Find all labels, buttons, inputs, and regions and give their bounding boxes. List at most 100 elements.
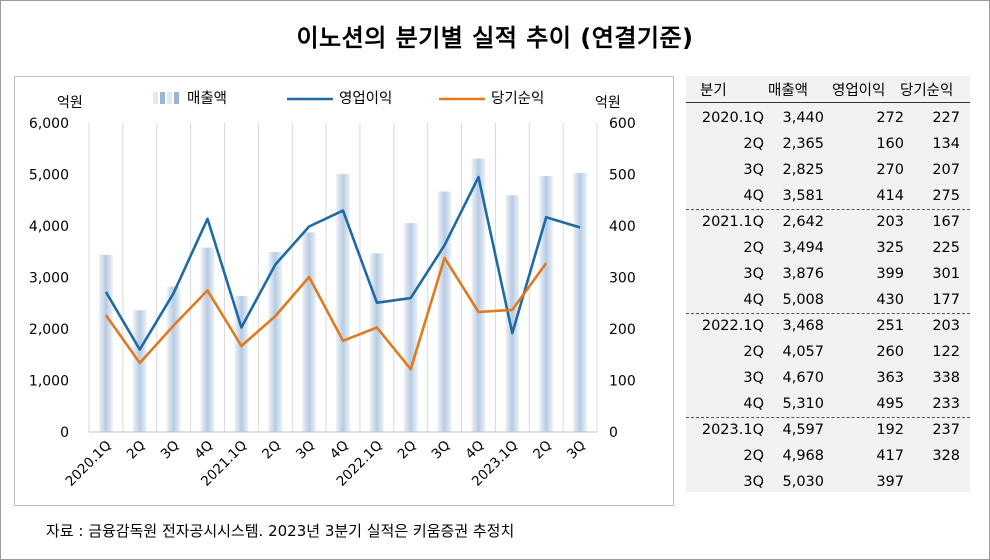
cell-operating-profit: 495 (876, 396, 904, 412)
cell-net-profit: 203 (932, 318, 960, 334)
revenue-bar (471, 158, 486, 432)
cell-quarter: 2020.1Q (701, 110, 764, 126)
right-tick-label: 600 (609, 116, 636, 132)
cell-quarter: 2Q (743, 136, 764, 152)
cell-operating-profit: 260 (876, 344, 904, 360)
cell-revenue: 5,310 (782, 396, 824, 412)
category-label: 4Q (191, 438, 216, 463)
cell-operating-profit: 363 (876, 370, 904, 386)
table-row: 2Q 4,057 260 122 (686, 340, 970, 366)
cell-operating-profit: 414 (876, 188, 904, 204)
cell-quarter: 2021.1Q (701, 214, 764, 230)
cell-net-profit: 225 (932, 240, 960, 256)
source-footnote: 자료 : 금융감독원 전자공시시스템. 2023년 3분기 실적은 키움증권 추… (46, 522, 515, 540)
cell-net-profit: 275 (932, 188, 960, 204)
revenue-bar (437, 191, 452, 432)
revenue-bar (505, 195, 520, 432)
cell-net-profit: 233 (932, 396, 960, 412)
category-label: 4Q (327, 438, 352, 463)
right-axis-unit: 억원 (595, 95, 621, 111)
combo-chart: 0 1,000 2,000 3,000 4,000 5,000 6,000 0 100 200 30… (29, 90, 636, 490)
chart-area: 0 1,000 2,000 3,000 4,000 5,000 6,000 0 100 200 30… (14, 76, 674, 506)
cell-quarter: 2022.1Q (701, 318, 764, 334)
profit-lines (104, 175, 581, 371)
cell-net-profit: 237 (932, 422, 960, 438)
left-tick-label: 2,000 (29, 322, 69, 338)
cell-operating-profit: 272 (876, 110, 904, 126)
table-row: 3Q 5,030 397 (686, 470, 970, 496)
cell-revenue: 4,057 (782, 344, 824, 360)
legend-swatch-bar (153, 92, 158, 104)
header-operating-profit: 영업이익 (832, 83, 886, 99)
left-tick-label: 1,000 (29, 374, 69, 390)
right-tick-label: 0 (609, 425, 618, 441)
cell-revenue: 3,440 (782, 110, 824, 126)
left-tick-label: 5,000 (29, 168, 69, 184)
gridlines (88, 123, 598, 432)
cell-quarter: 2023.1Q (701, 422, 764, 438)
cell-quarter: 2Q (743, 344, 764, 360)
revenue-bar (234, 295, 249, 432)
cell-operating-profit: 270 (876, 162, 904, 178)
legend-swatch-bar (167, 92, 172, 104)
revenue-bar (302, 232, 317, 432)
table-row: 4Q 5,008 430 177 (686, 288, 970, 314)
left-axis-unit: 억원 (57, 95, 83, 111)
right-tick-label: 300 (609, 271, 636, 287)
cell-revenue: 3,494 (782, 240, 824, 256)
left-tick-label: 4,000 (29, 219, 69, 235)
cell-net-profit: 338 (932, 370, 960, 386)
table-row: 2023.1Q 4,597 192 237 (686, 418, 970, 444)
cell-quarter: 2Q (743, 240, 764, 256)
revenue-bar (336, 174, 350, 432)
table-row: 4Q 5,310 495 233 (686, 392, 970, 418)
cell-operating-profit: 192 (876, 422, 904, 438)
legend-item-net-profit: 당기순익 (439, 90, 544, 107)
legend-swatch-bar (160, 92, 165, 104)
category-label: 2Q (395, 438, 420, 463)
legend-item-revenue: 매출액 (153, 90, 227, 107)
cell-operating-profit: 417 (876, 448, 904, 464)
legend-swatch-bar (174, 92, 179, 104)
category-label: 3Q (564, 438, 589, 463)
cell-revenue: 3,468 (782, 318, 824, 334)
right-tick-label: 500 (609, 168, 636, 184)
table-row: 2020.1Q 3,440 272 227 (686, 106, 970, 132)
legend-label-operating-profit: 영업이익 (339, 90, 392, 107)
cell-operating-profit: 399 (876, 266, 904, 282)
right-tick-label: 100 (609, 374, 636, 390)
legend-label-net-profit: 당기순익 (491, 90, 544, 107)
cell-net-profit: 227 (932, 110, 960, 126)
operating-profit-line (104, 175, 581, 351)
data-table: 분기 매출액 영업이익 당기순익 2020.1Q 3,440 272 227 2Q 2,3… (686, 76, 970, 492)
revenue-bar (573, 172, 588, 432)
revenue-bar (98, 254, 113, 432)
cell-operating-profit: 160 (876, 136, 904, 152)
right-tick-label: 200 (609, 322, 636, 338)
net-profit-line (104, 256, 548, 371)
table-row: 2022.1Q 3,468 251 203 (686, 314, 970, 340)
table-row: 2Q 4,968 417 328 (686, 444, 970, 470)
cell-quarter: 4Q (743, 292, 764, 308)
legend: 매출액 영업이익 당기순익 (153, 90, 544, 107)
cell-revenue: 5,030 (782, 474, 824, 490)
cell-quarter: 3Q (743, 370, 764, 386)
cell-net-profit: 328 (932, 448, 960, 464)
category-label: 2Q (124, 438, 149, 463)
cell-operating-profit: 251 (876, 318, 904, 334)
cell-net-profit: 167 (932, 214, 960, 230)
cell-net-profit: 207 (932, 162, 960, 178)
cell-revenue: 4,968 (782, 448, 824, 464)
cell-revenue: 4,597 (782, 422, 824, 438)
category-label: 3Q (293, 438, 318, 463)
cell-operating-profit: 397 (876, 474, 904, 490)
revenue-bar (268, 252, 283, 432)
header-revenue: 매출액 (768, 83, 809, 99)
cell-operating-profit: 325 (876, 240, 904, 256)
table-year-divider (686, 209, 970, 210)
table-header-rule (686, 102, 970, 103)
cell-quarter: 2Q (743, 448, 764, 464)
category-label: 3Q (429, 438, 454, 463)
category-label: 3Q (158, 438, 183, 463)
cell-revenue: 2,642 (782, 214, 824, 230)
